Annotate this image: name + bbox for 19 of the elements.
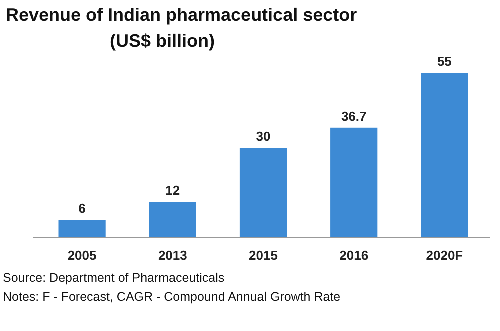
bar xyxy=(149,202,196,238)
bar xyxy=(421,73,468,238)
data-label: 12 xyxy=(166,183,180,198)
data-label: 36.7 xyxy=(341,108,367,124)
source-note: Source: Department of Pharmaceuticals xyxy=(3,271,225,285)
text: Notes: F - Forecast, CAGR - Compound Annual Growth Rate xyxy=(3,290,341,304)
chart-subtitle: (US$ billion) xyxy=(110,31,215,51)
data-label: 6 xyxy=(78,201,86,216)
bar xyxy=(58,220,106,238)
data-label: 55 xyxy=(437,54,452,69)
x-tick-label: 2013 xyxy=(158,248,188,263)
x-tick-label: 2020F xyxy=(426,248,464,263)
bar xyxy=(240,148,288,238)
chart-title: Revenue of Indian pharmaceutical sector xyxy=(6,5,358,25)
x-tick-label: 2016 xyxy=(340,248,369,263)
bar xyxy=(330,128,378,238)
x-tick-label: 2015 xyxy=(249,248,278,263)
x-tick-label: 2005 xyxy=(68,248,97,263)
data-label: 30 xyxy=(256,129,271,144)
